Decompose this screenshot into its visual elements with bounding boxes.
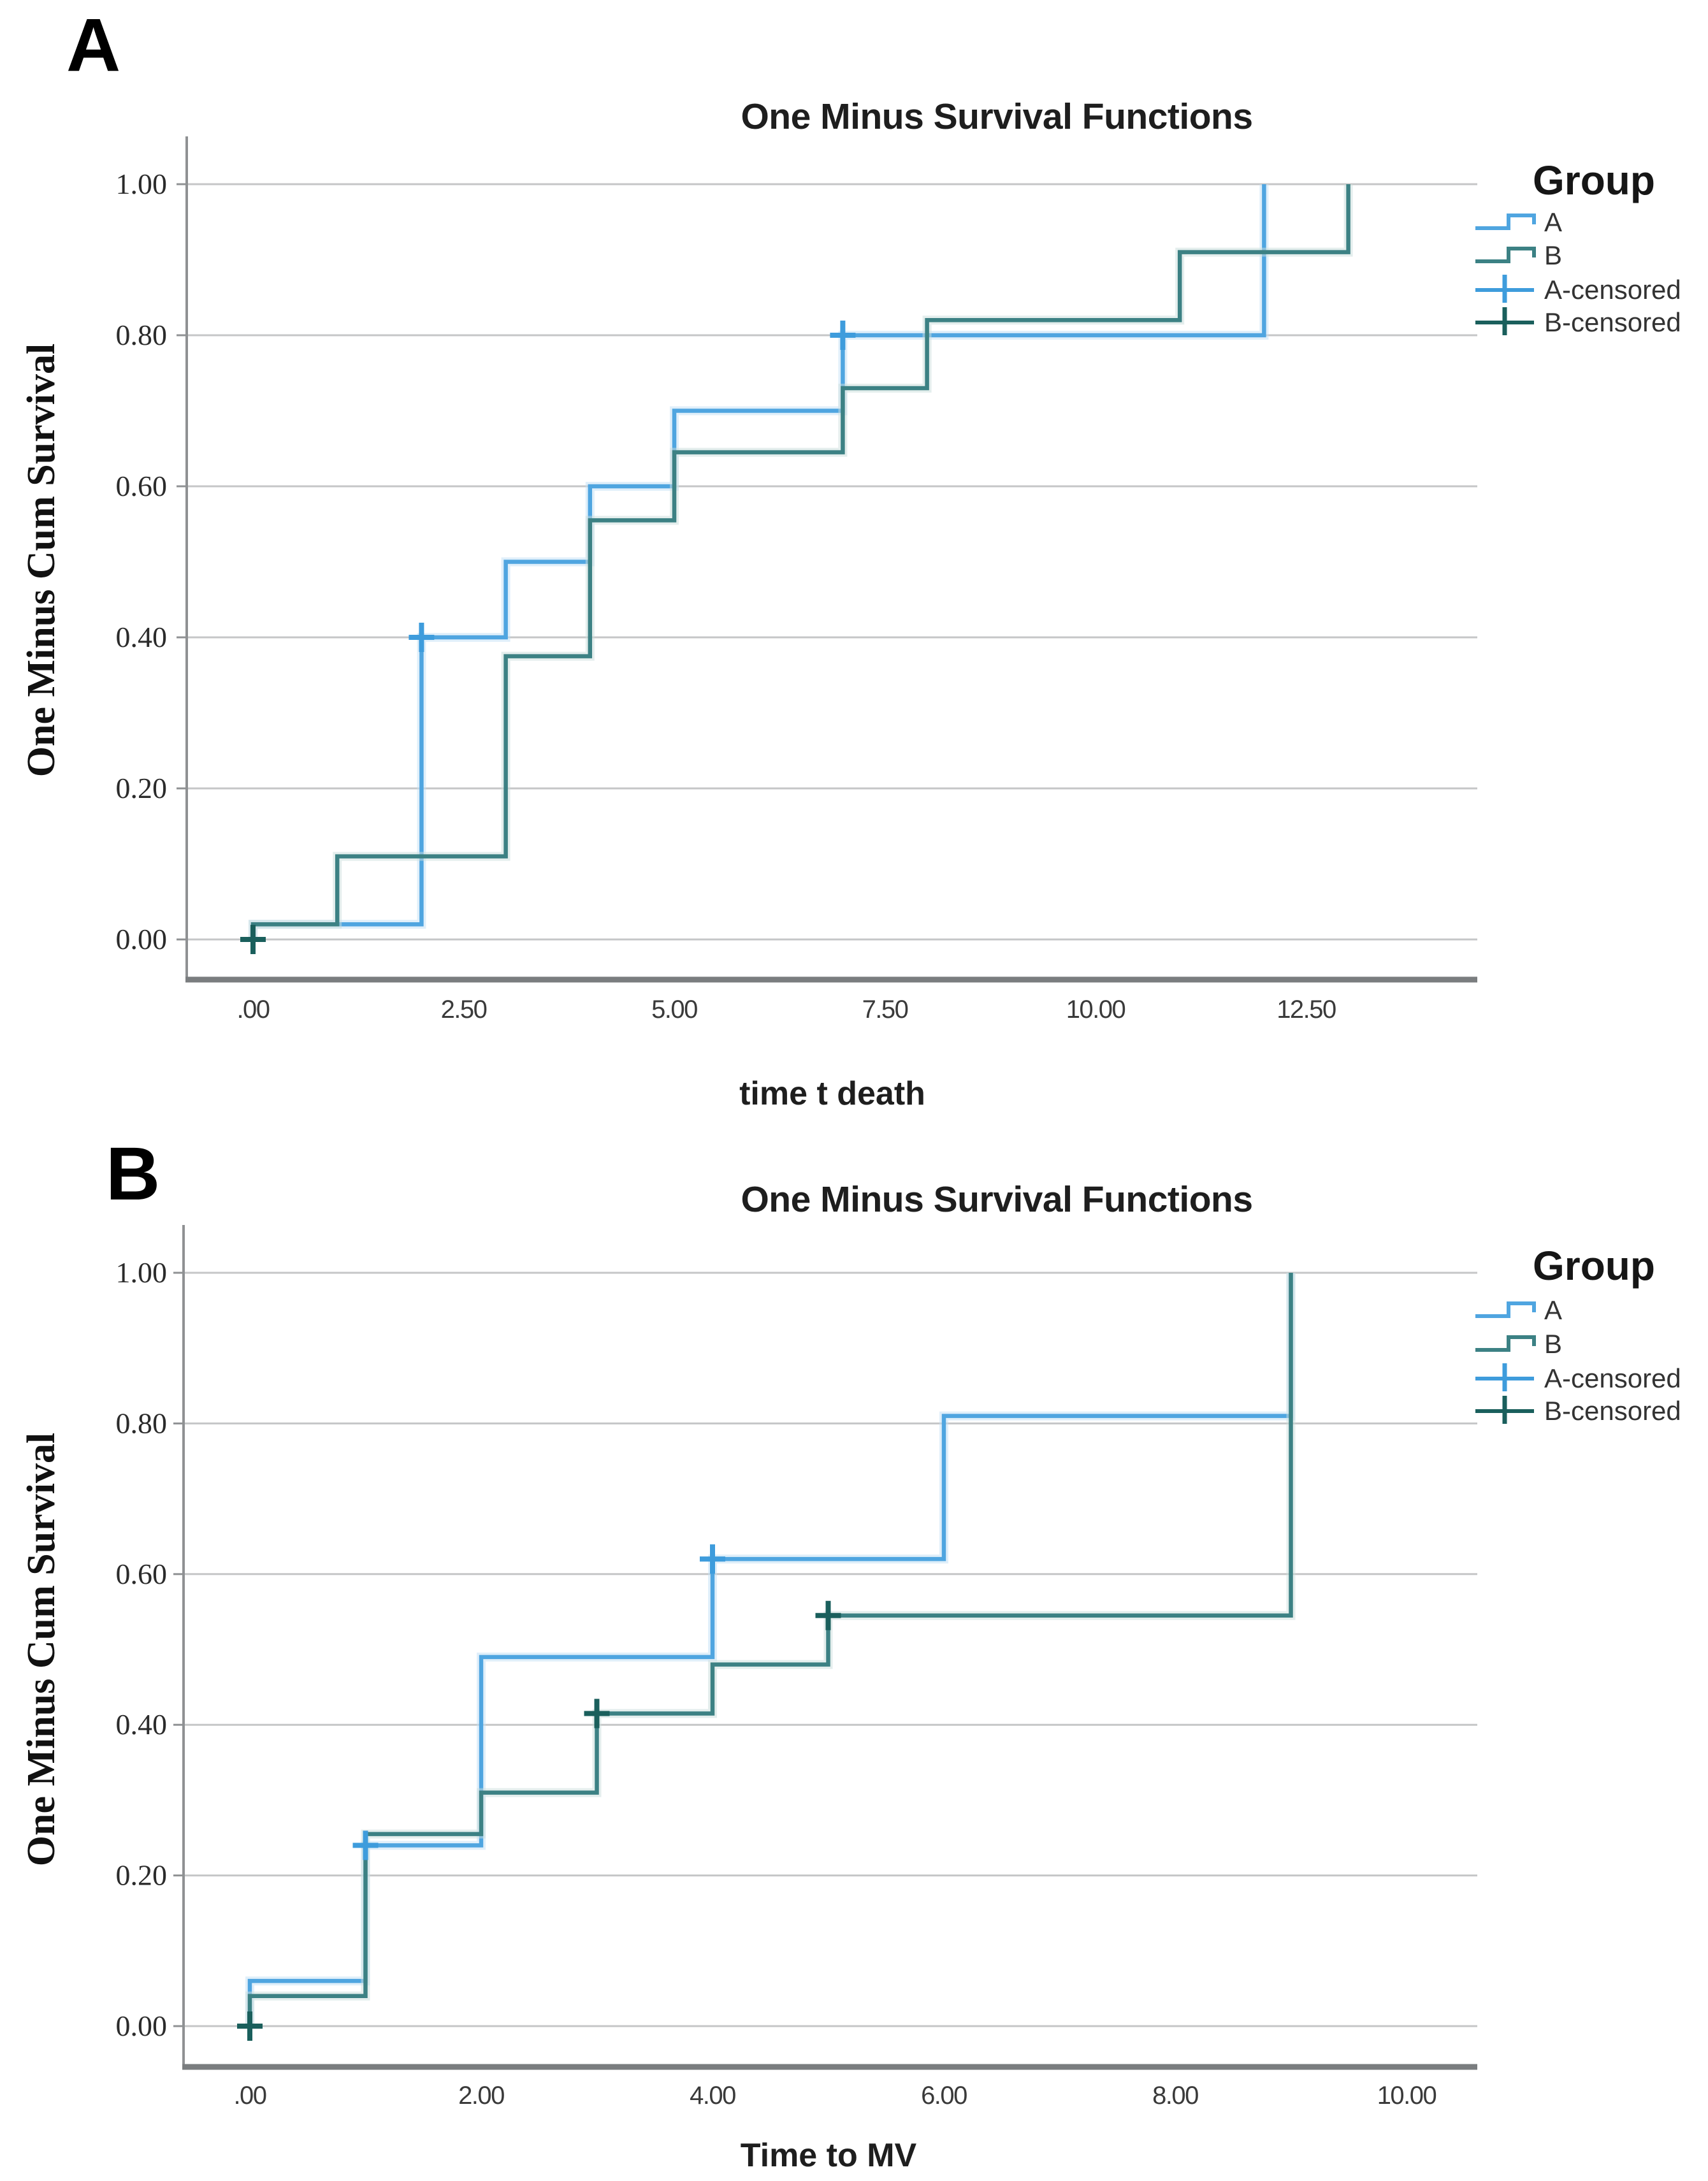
panel-a-y-tick-label: 0.20	[116, 772, 168, 804]
panel-a-legend-entry-label: A	[1544, 207, 1562, 237]
panel-b-series-A-halo	[245, 1273, 1296, 2026]
panel-a-series-B-step-line	[250, 184, 1350, 939]
panel-b-legend-entry-label: B-censored	[1544, 1396, 1681, 1426]
panel-a-title: One Minus Survival Functions	[741, 96, 1253, 137]
panel-b-legend-step-swatch-B	[1475, 1335, 1536, 1352]
panel-a-legend-entry-label: B-censored	[1544, 307, 1681, 337]
panel-a-series-A-step-line	[250, 184, 1266, 939]
panel-a-y-tick-label: 0.00	[116, 923, 168, 955]
panel-a-x-tick-label: 12.50	[1277, 996, 1336, 1024]
panel-a-x-tick-label: 7.50	[862, 996, 908, 1024]
panel-a-x-tick-label: 10.00	[1066, 996, 1125, 1024]
panel-a-legend-entry-label: A-censored	[1544, 275, 1681, 305]
panel-a-legend-step-swatch-B	[1475, 247, 1536, 263]
panel-a-legend-entry-label: B	[1544, 240, 1562, 270]
panel-b-legend-entry-label: A	[1544, 1295, 1562, 1325]
panel-b-x-tick-label: 6.00	[921, 2082, 967, 2110]
panel-a-x-tick-label: 5.00	[651, 996, 697, 1024]
panel-b-title: One Minus Survival Functions	[741, 1179, 1253, 1220]
panel-b-y-axis-title: One Minus Cum Survival	[20, 1432, 63, 1867]
panel-b-legend-entry-label: B	[1544, 1329, 1562, 1359]
panel-b-y-tick-label: 0.40	[116, 1708, 168, 1741]
panel-b-x-tick-label: 10.00	[1377, 2082, 1437, 2110]
panel-a-y-tick-label: 1.00	[116, 168, 168, 200]
panel-b-y-tick-label: 0.20	[116, 1859, 168, 1892]
panel-b-x-tick-label: .00	[233, 2082, 266, 2110]
panel-b-label: B	[106, 1132, 161, 1216]
panel-b-series-B-step-line	[247, 1273, 1293, 2026]
panel-b-series-A-step-line	[247, 1273, 1293, 2026]
panel-a-legend-title: Group	[1533, 157, 1655, 203]
panel-a-y-tick-label: 0.60	[116, 470, 168, 502]
panel-b-x-tick-label: 2.00	[458, 2082, 504, 2110]
panel-b-legend-entry-label: A-censored	[1544, 1363, 1681, 1393]
panel-a-label: A	[66, 3, 121, 87]
panel-a-y-tick-label: 0.40	[116, 621, 168, 653]
panel-b-x-tick-label: 4.00	[690, 2082, 735, 2110]
panel-a-legend-step-swatch-A	[1475, 214, 1536, 230]
panel-b-x-axis-title: Time to MV	[740, 2137, 917, 2174]
panel-a-y-tick-label: 0.80	[116, 319, 168, 351]
panel-b-x-tick-label: 8.00	[1152, 2082, 1198, 2110]
panel-b-y-tick-label: 0.60	[116, 1558, 168, 1590]
panel-b-legend-title: Group	[1533, 1243, 1655, 1289]
panel-b-y-tick-label: 0.00	[116, 2010, 168, 2042]
panel-b-series-B-halo	[245, 1273, 1296, 2026]
panel-a-x-tick-label: 2.50	[441, 996, 487, 1024]
panel-a-series-A-halo	[249, 184, 1269, 939]
panel-b-legend-step-swatch-A	[1475, 1301, 1536, 1318]
panel-b-y-tick-label: 0.80	[116, 1407, 168, 1439]
panel-a-x-tick-label: .00	[236, 996, 269, 1024]
panel-a-x-axis-title: time t death	[739, 1075, 925, 1112]
panel-a-y-axis-title: One Minus Cum Survival	[20, 343, 63, 778]
panel-b-y-tick-label: 1.00	[116, 1256, 168, 1289]
